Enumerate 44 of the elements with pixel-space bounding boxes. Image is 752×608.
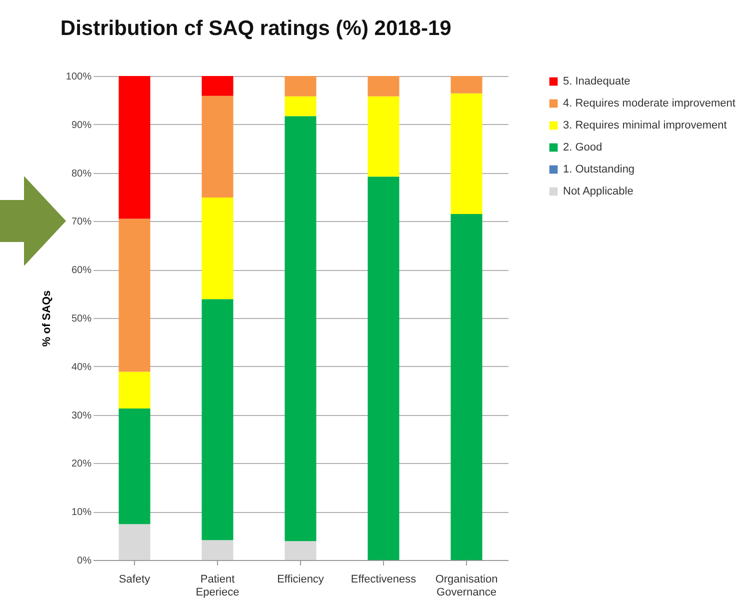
x-tick-label: Safety bbox=[118, 574, 151, 586]
y-tick-label: 80% bbox=[71, 168, 92, 180]
bar bbox=[118, 524, 150, 560]
bar bbox=[202, 299, 234, 540]
bar bbox=[118, 372, 150, 409]
bar bbox=[284, 116, 316, 542]
y-tick-label: 0% bbox=[77, 556, 92, 566]
y-tick-label: 10% bbox=[71, 507, 92, 518]
bar bbox=[202, 197, 234, 300]
y-axis-title: % of SAQs bbox=[40, 290, 53, 347]
legend-label: 5. Inadequate bbox=[563, 76, 630, 88]
x-tick-label: Organisation Governance bbox=[435, 574, 498, 598]
bar bbox=[450, 76, 482, 94]
bar bbox=[118, 408, 150, 524]
y-tick-label: 100% bbox=[66, 72, 92, 82]
legend-label: 1. Outstanding bbox=[563, 164, 635, 176]
bar bbox=[118, 76, 150, 219]
y-tick-label: 40% bbox=[71, 362, 92, 373]
bar bbox=[368, 76, 400, 96]
y-tick-label: 50% bbox=[71, 314, 92, 324]
bar bbox=[202, 96, 234, 198]
x-tick-label: Effectiveness bbox=[350, 574, 417, 586]
y-tick-label: 60% bbox=[71, 265, 92, 276]
bar bbox=[450, 93, 482, 214]
y-tick-label: 30% bbox=[71, 410, 92, 422]
bar bbox=[450, 214, 482, 560]
bar bbox=[368, 96, 400, 177]
x-tick-label: Patient Eperiece bbox=[196, 574, 240, 598]
bar bbox=[284, 96, 316, 116]
legend-label: Not Applicable bbox=[563, 186, 634, 198]
y-tick-label: 70% bbox=[71, 216, 92, 228]
y-tick-label: 90% bbox=[71, 120, 92, 131]
chart-title: Distribution cf SAQ ratings (%) 2018-19 bbox=[60, 17, 452, 40]
x-tick-label: Efficiency bbox=[277, 574, 324, 586]
legend-label: 4. Requires moderate improvement bbox=[563, 98, 736, 110]
legend-label: 3. Requires minimal improvement bbox=[563, 120, 727, 132]
legend-label: 2. Good bbox=[563, 142, 602, 154]
y-tick-label: 20% bbox=[71, 458, 92, 470]
bar bbox=[202, 76, 234, 96]
bar bbox=[284, 541, 316, 560]
bar bbox=[202, 540, 234, 560]
bar bbox=[368, 176, 400, 560]
bar bbox=[284, 76, 316, 96]
bar bbox=[118, 218, 150, 372]
